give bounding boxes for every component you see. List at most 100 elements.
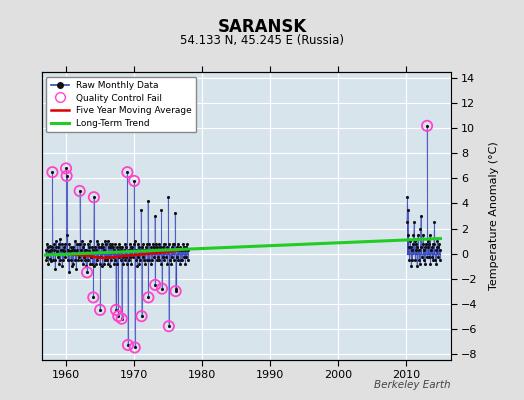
Point <box>178 247 186 253</box>
Point <box>101 257 110 263</box>
Point <box>404 232 412 238</box>
Point <box>103 257 111 263</box>
Point <box>427 247 435 253</box>
Point <box>406 238 414 244</box>
Point <box>161 240 170 247</box>
Point <box>43 254 51 260</box>
Point <box>159 240 168 247</box>
Point <box>73 240 81 247</box>
Point <box>182 254 191 260</box>
Point <box>94 254 103 260</box>
Point <box>54 260 63 267</box>
Point <box>123 169 132 175</box>
Point <box>436 247 444 253</box>
Point <box>179 254 188 260</box>
Point <box>411 247 420 253</box>
Point <box>170 240 179 247</box>
Point <box>46 255 54 262</box>
Point <box>432 244 441 250</box>
Point <box>96 307 104 313</box>
Point <box>429 257 438 263</box>
Point <box>42 240 51 247</box>
Point <box>56 257 64 263</box>
Point <box>64 269 73 276</box>
Point <box>139 240 147 247</box>
Point <box>139 257 148 263</box>
Point <box>429 240 437 247</box>
Point <box>56 235 64 242</box>
Point <box>166 257 174 263</box>
Point <box>62 165 70 172</box>
Point <box>167 260 175 267</box>
Point <box>114 247 122 253</box>
Point <box>49 257 57 263</box>
Point <box>183 257 192 263</box>
Point <box>113 260 122 267</box>
Point <box>155 257 163 263</box>
Point <box>161 247 169 253</box>
Point <box>83 269 91 276</box>
Point <box>91 260 100 267</box>
Point <box>82 247 91 253</box>
Point <box>151 247 160 253</box>
Point <box>176 260 184 267</box>
Point <box>61 240 70 247</box>
Point <box>134 240 142 247</box>
Point <box>60 248 69 254</box>
Point <box>70 247 78 253</box>
Point <box>157 206 166 213</box>
Point <box>410 238 419 244</box>
Point <box>423 238 432 244</box>
Point <box>57 247 65 253</box>
Point <box>44 260 52 267</box>
Point <box>417 213 425 219</box>
Point <box>418 254 426 260</box>
Point <box>157 260 165 267</box>
Point <box>420 257 428 263</box>
Point <box>176 244 184 250</box>
Point <box>135 260 144 267</box>
Point <box>435 240 443 247</box>
Point <box>172 286 180 292</box>
Point <box>63 257 72 263</box>
Point <box>434 244 443 250</box>
Point <box>89 294 97 300</box>
Point <box>409 232 418 238</box>
Point <box>132 247 140 253</box>
Point <box>116 244 124 250</box>
Point <box>409 240 417 247</box>
Point <box>69 260 78 267</box>
Point <box>86 260 94 267</box>
Point <box>118 244 126 250</box>
Point <box>126 254 134 260</box>
Point <box>87 254 95 260</box>
Point <box>80 254 88 260</box>
Point <box>136 247 144 253</box>
Point <box>77 247 85 253</box>
Point <box>48 169 57 175</box>
Point <box>156 244 165 250</box>
Point <box>43 244 52 250</box>
Point <box>84 244 93 250</box>
Point <box>122 254 130 260</box>
Point <box>85 248 93 254</box>
Point <box>95 260 104 267</box>
Point <box>143 257 151 263</box>
Text: SARANSK: SARANSK <box>217 18 307 36</box>
Point <box>402 219 411 226</box>
Point <box>130 344 139 351</box>
Point <box>109 244 117 250</box>
Point <box>415 247 423 253</box>
Point <box>90 263 99 269</box>
Point <box>60 244 68 250</box>
Point <box>59 247 67 253</box>
Point <box>52 244 61 250</box>
Point <box>88 244 96 250</box>
Point <box>82 263 90 269</box>
Point <box>132 257 140 263</box>
Point <box>407 263 416 269</box>
Point <box>80 240 89 247</box>
Point <box>177 247 185 253</box>
Point <box>419 232 427 238</box>
Point <box>403 194 411 200</box>
